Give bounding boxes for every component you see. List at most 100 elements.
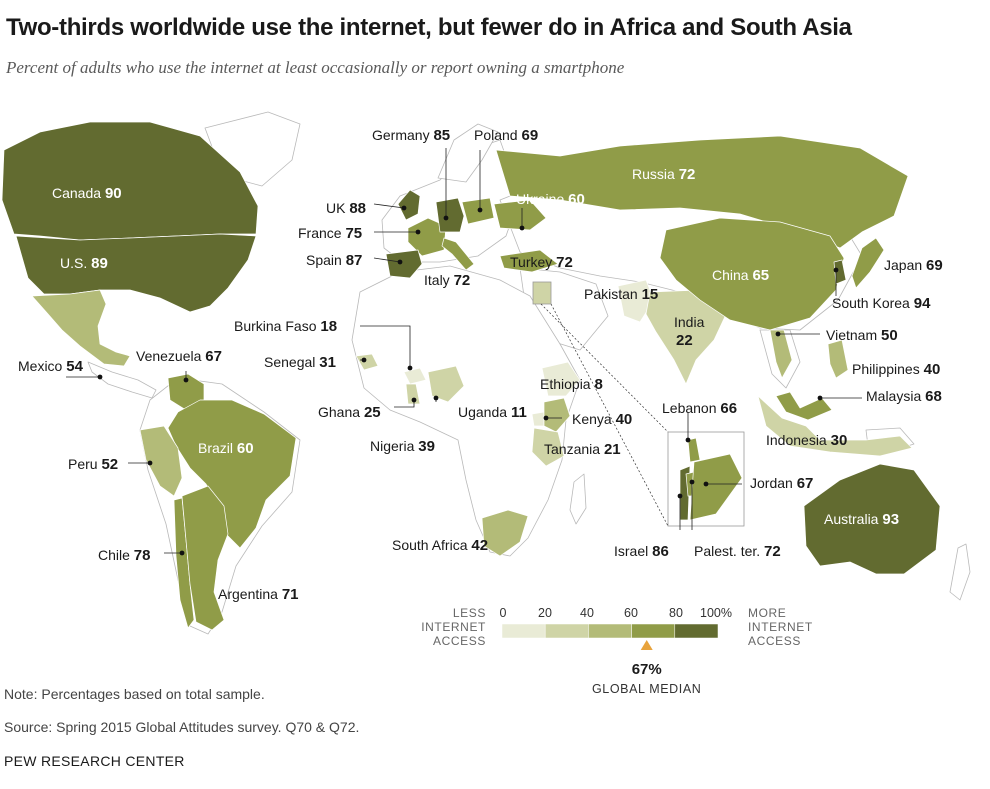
country-italy <box>441 237 475 271</box>
leader-dot <box>703 481 709 487</box>
label-senegal: Senegal 31 <box>264 354 336 371</box>
inset-source-box <box>532 281 552 305</box>
country-value: 72 <box>556 254 573 271</box>
legend-more-label: INTERNET <box>748 620 813 634</box>
country-value: 86 <box>652 543 669 560</box>
country-name: Uganda 11 <box>458 404 527 421</box>
leader-dot <box>407 365 413 371</box>
country-kenya <box>543 397 571 433</box>
country-name: U.S. 89 <box>60 255 108 272</box>
country-value: 90 <box>105 185 122 202</box>
footer-org: PEW RESEARCH CENTER <box>4 753 185 769</box>
legend-less-label: INTERNET <box>421 620 486 634</box>
country-value: 22 <box>676 332 693 349</box>
leader-dot <box>689 479 695 485</box>
leader-line <box>373 203 405 209</box>
leader-dot <box>401 205 407 211</box>
label-turkey: Turkey 72 <box>510 254 573 271</box>
median-label: GLOBAL MEDIAN <box>592 682 701 696</box>
country-ukraine <box>493 199 547 231</box>
leader-dot <box>361 357 367 363</box>
leader-dot <box>543 415 549 421</box>
country-name: Venezuela 67 <box>136 348 222 365</box>
land-new-zealand <box>949 543 971 601</box>
legend-swatch-2 <box>588 623 632 639</box>
country-name: Nigeria 39 <box>370 438 435 455</box>
country-value: 65 <box>752 267 769 284</box>
label-spain: Spain 87 <box>306 252 362 269</box>
country-value: 8 <box>594 376 602 393</box>
country-name: Ethiopia 8 <box>540 376 603 393</box>
country-labels: Canada 90 U.S. 89 Mexico 54 Venezuela 67 Bra… <box>18 127 943 603</box>
label-nigeria: Nigeria 39 <box>370 438 435 455</box>
footer-note: Note: Percentages based on total sample. <box>4 686 265 702</box>
label-canada: Canada 90 <box>52 185 122 202</box>
country-name: India <box>674 314 705 330</box>
label-tanzania: Tanzania 21 <box>544 441 621 458</box>
legend: 0 20 40 60 80 100%LESSINTERNETACCESSMOREINTER… <box>421 606 813 696</box>
country-value: 67 <box>205 348 222 365</box>
country-value: 68 <box>925 388 942 405</box>
country-name: Burkina Faso 18 <box>234 318 337 335</box>
country-south-africa <box>481 509 529 557</box>
country-value: 67 <box>797 475 814 492</box>
country-name: Russia 72 <box>632 166 695 183</box>
label-indonesia: Indonesia 30 <box>766 432 847 449</box>
label-chile: Chile 78 <box>98 547 150 564</box>
country-value: 39 <box>418 438 435 455</box>
legend-tick: 100% <box>700 606 732 620</box>
leader-dot <box>685 437 691 443</box>
country-name: Brazil 60 <box>198 440 254 457</box>
country-uganda <box>531 411 545 427</box>
legend-tick: 40 <box>580 606 594 620</box>
label-u-s: U.S. 89 <box>60 255 108 272</box>
label-france: France 75 <box>298 225 362 242</box>
country-indonesia <box>757 395 913 457</box>
label-japan: Japan 69 <box>884 257 943 274</box>
country-name: Turkey 72 <box>510 254 573 271</box>
leader-dot <box>415 229 421 235</box>
country-name: South Africa 42 <box>392 537 488 554</box>
label-burkina-faso: Burkina Faso 18 <box>234 318 337 335</box>
country-value: 40 <box>616 411 633 428</box>
country-value: 42 <box>471 537 488 554</box>
country-argentina <box>181 485 229 631</box>
chart-subtitle: Percent of adults who use the internet a… <box>6 58 625 77</box>
country-name: Australia 93 <box>824 511 899 528</box>
country-name: Spain 87 <box>306 252 362 269</box>
land-madagascar <box>569 473 587 525</box>
leader-dot <box>477 207 483 213</box>
leader-dot <box>433 395 439 401</box>
country-value: 78 <box>134 547 151 564</box>
country-japan <box>851 237 885 289</box>
country-ethiopia <box>541 361 581 397</box>
country-value: 18 <box>320 318 337 335</box>
leader-line <box>373 257 401 263</box>
label-pakistan: Pakistan 15 <box>584 286 658 303</box>
country-value: 40 <box>924 361 941 378</box>
label-australia: Australia 93 <box>824 511 899 528</box>
country-name: Tanzania 21 <box>544 441 621 458</box>
country-senegal <box>355 353 379 371</box>
label-malaysia: Malaysia 68 <box>866 388 942 405</box>
country-name: France 75 <box>298 225 362 242</box>
leader-dot <box>443 215 449 221</box>
country-value: 87 <box>346 252 363 269</box>
leader-dot <box>519 225 525 231</box>
label-ethiopia: Ethiopia 8 <box>540 376 603 393</box>
country-name: Canada 90 <box>52 185 122 202</box>
label-jordan: Jordan 67 <box>750 475 813 492</box>
country-canada <box>1 121 259 241</box>
leader-dot <box>179 550 185 556</box>
country-name: Peru 52 <box>68 456 118 473</box>
leader-line <box>360 325 411 368</box>
country-name: Pakistan 15 <box>584 286 658 303</box>
country-name: China 65 <box>712 267 769 284</box>
leader-dot <box>677 493 683 499</box>
legend-more-label: ACCESS <box>748 634 801 648</box>
country-germany <box>435 197 465 233</box>
legend-less-label: ACCESS <box>433 634 486 648</box>
country-name: Argentina 71 <box>218 586 299 603</box>
country-value: 52 <box>101 456 118 473</box>
label-israel: Israel 86 <box>614 543 669 560</box>
